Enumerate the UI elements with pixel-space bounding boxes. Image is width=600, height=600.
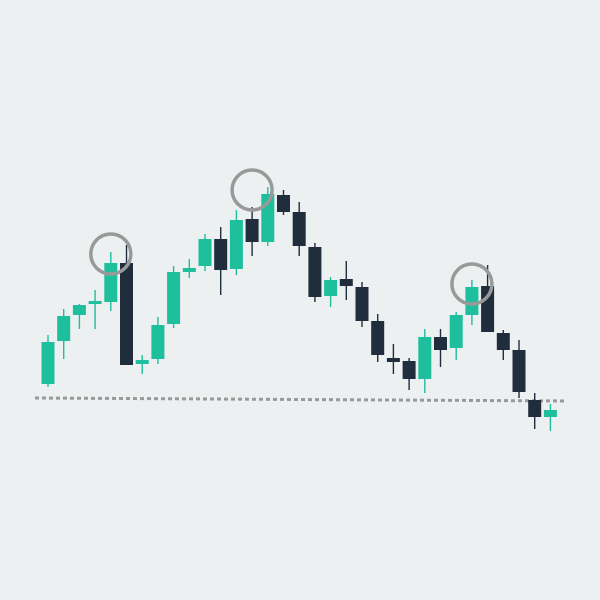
candle-body-up (449, 315, 463, 348)
candle (339, 261, 353, 300)
candle (434, 329, 447, 367)
candle-body-up (465, 287, 479, 315)
candle-body-down (292, 212, 306, 246)
candle-body-up (104, 263, 118, 302)
candle-body-down (355, 287, 369, 321)
candle-body-up (41, 342, 55, 384)
candle (57, 309, 71, 359)
candle (214, 227, 228, 295)
left-shoulder-marker (89, 232, 133, 276)
candle-body-down (245, 219, 259, 242)
candle-body-down (528, 400, 542, 417)
candle (543, 404, 557, 431)
candle-body-down (120, 263, 133, 365)
candle (151, 317, 165, 364)
pattern-markers (89, 168, 494, 306)
candle-body-up (167, 272, 181, 324)
candle-body-up (151, 325, 165, 359)
candle-body-up (135, 360, 149, 364)
candle (402, 358, 416, 390)
candle (528, 393, 542, 429)
candle-body-up (182, 268, 196, 272)
candle-body-down (481, 286, 495, 332)
candle-body-up (324, 280, 338, 296)
candle-body-up (57, 316, 71, 341)
candle (41, 335, 55, 387)
candle (182, 259, 196, 278)
candle (167, 266, 181, 328)
right-shoulder-marker (450, 262, 494, 306)
candle-body-up (229, 220, 243, 269)
candle (245, 207, 259, 256)
candle (277, 190, 290, 215)
candle (120, 245, 133, 365)
head-marker (230, 168, 274, 212)
candle (512, 340, 526, 398)
candle-body-down (402, 361, 416, 379)
candle (496, 330, 510, 360)
support-line (34, 396, 567, 403)
candle-body-up (543, 410, 557, 417)
candle (292, 202, 306, 256)
candle (229, 210, 243, 275)
candle (324, 277, 338, 307)
candle (135, 355, 149, 374)
candle (386, 344, 400, 374)
candle-body-down (386, 358, 400, 362)
candle-body-up (198, 239, 212, 266)
candle-body-up (88, 301, 102, 304)
candle (418, 329, 432, 393)
candle (371, 314, 385, 362)
candle-body-down (339, 279, 353, 286)
candle-body-down (277, 195, 290, 212)
candle (72, 304, 86, 329)
candle (355, 282, 369, 327)
candle (88, 290, 102, 329)
candle-body-down (308, 247, 322, 297)
candle-body-down (371, 321, 385, 355)
candle-body-up (72, 305, 86, 315)
candle (198, 234, 212, 271)
candle-body-down (496, 333, 510, 350)
candle-body-down (512, 350, 526, 392)
candle-body-down (214, 239, 228, 270)
candle (308, 243, 322, 302)
candle-body-down (434, 337, 447, 350)
candle-body-up (418, 337, 432, 379)
candle (449, 312, 463, 360)
